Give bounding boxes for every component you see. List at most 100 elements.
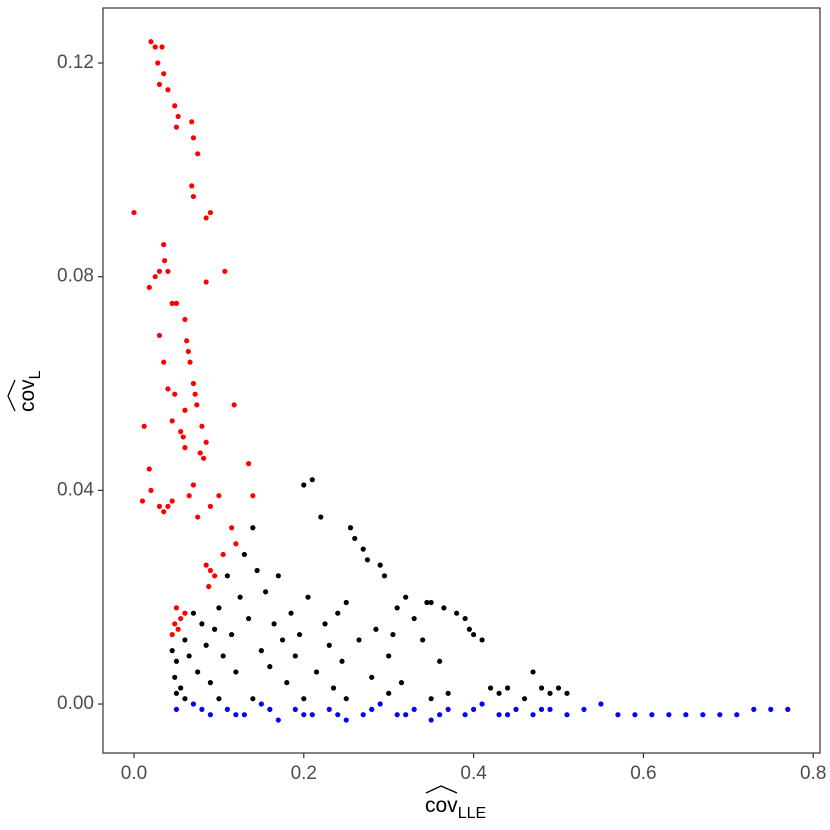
point <box>530 669 536 675</box>
point <box>462 615 468 622</box>
point <box>555 685 562 691</box>
point <box>207 209 214 216</box>
point <box>178 615 184 622</box>
point <box>326 706 332 712</box>
point <box>190 193 197 200</box>
point <box>186 493 192 499</box>
point <box>301 482 307 488</box>
point <box>428 599 434 606</box>
y-axis-title-sub: L <box>27 370 44 379</box>
point <box>207 712 214 718</box>
point <box>258 701 264 707</box>
point <box>441 605 447 611</box>
point <box>165 386 171 392</box>
x-axis-title: covLLE <box>425 794 486 822</box>
point <box>186 653 192 659</box>
point <box>165 87 171 93</box>
point <box>254 567 260 574</box>
point <box>360 546 366 552</box>
point <box>161 509 167 515</box>
y-tick-label: 0.12 <box>57 52 94 73</box>
point <box>189 183 195 189</box>
point <box>182 445 188 451</box>
point <box>159 44 165 50</box>
x-tick-label: 0.2 <box>291 763 317 784</box>
point <box>182 316 188 323</box>
point <box>313 669 320 675</box>
point <box>152 274 158 280</box>
point <box>785 706 791 712</box>
point <box>165 503 171 509</box>
point <box>267 706 273 712</box>
point <box>445 706 451 712</box>
point <box>184 338 190 344</box>
point <box>195 514 201 520</box>
point <box>326 642 332 648</box>
x-tick-label: 0.6 <box>630 763 656 784</box>
point <box>216 493 222 499</box>
y-axis-title-main: cov <box>16 379 39 412</box>
point <box>173 706 180 712</box>
point <box>369 706 375 712</box>
point <box>377 562 383 568</box>
point <box>161 359 167 365</box>
point <box>598 701 604 707</box>
point <box>197 450 203 456</box>
point <box>173 300 180 306</box>
point <box>190 482 197 488</box>
point <box>203 439 209 445</box>
point <box>343 696 349 702</box>
point <box>352 535 358 542</box>
point <box>229 525 235 531</box>
point <box>190 380 197 387</box>
point <box>360 712 366 718</box>
point <box>206 583 212 590</box>
point <box>182 637 188 643</box>
point <box>292 706 298 712</box>
point <box>233 541 239 547</box>
point <box>373 626 379 632</box>
point <box>173 658 180 664</box>
point <box>309 477 315 483</box>
point <box>279 637 286 643</box>
point <box>700 712 706 718</box>
point <box>479 637 485 643</box>
point <box>169 418 175 424</box>
point <box>301 696 307 702</box>
y-tick-label: 0.08 <box>57 266 94 287</box>
point <box>190 135 197 141</box>
point <box>381 573 388 579</box>
point <box>394 605 400 611</box>
point <box>237 594 243 600</box>
x-tick-label: 0.8 <box>800 763 826 784</box>
point <box>241 712 247 718</box>
point <box>156 81 163 87</box>
point <box>437 712 443 718</box>
point <box>220 653 226 659</box>
point <box>424 599 430 606</box>
point <box>284 680 290 686</box>
y-tick-label: 0.04 <box>57 479 94 500</box>
point <box>203 562 209 568</box>
point <box>233 712 239 718</box>
point <box>250 696 256 702</box>
point <box>222 268 228 274</box>
point <box>513 706 519 712</box>
point <box>403 594 409 600</box>
point <box>615 712 621 718</box>
point <box>504 685 511 691</box>
point <box>296 631 303 638</box>
x-axis-title-main: cov <box>425 794 458 817</box>
point <box>322 621 328 627</box>
point <box>172 103 178 109</box>
point <box>632 712 638 718</box>
point <box>318 514 324 520</box>
point <box>292 653 298 659</box>
point <box>768 706 774 712</box>
point <box>155 60 161 66</box>
point <box>411 615 417 622</box>
point <box>212 573 218 579</box>
point <box>190 610 197 616</box>
point <box>649 712 655 718</box>
